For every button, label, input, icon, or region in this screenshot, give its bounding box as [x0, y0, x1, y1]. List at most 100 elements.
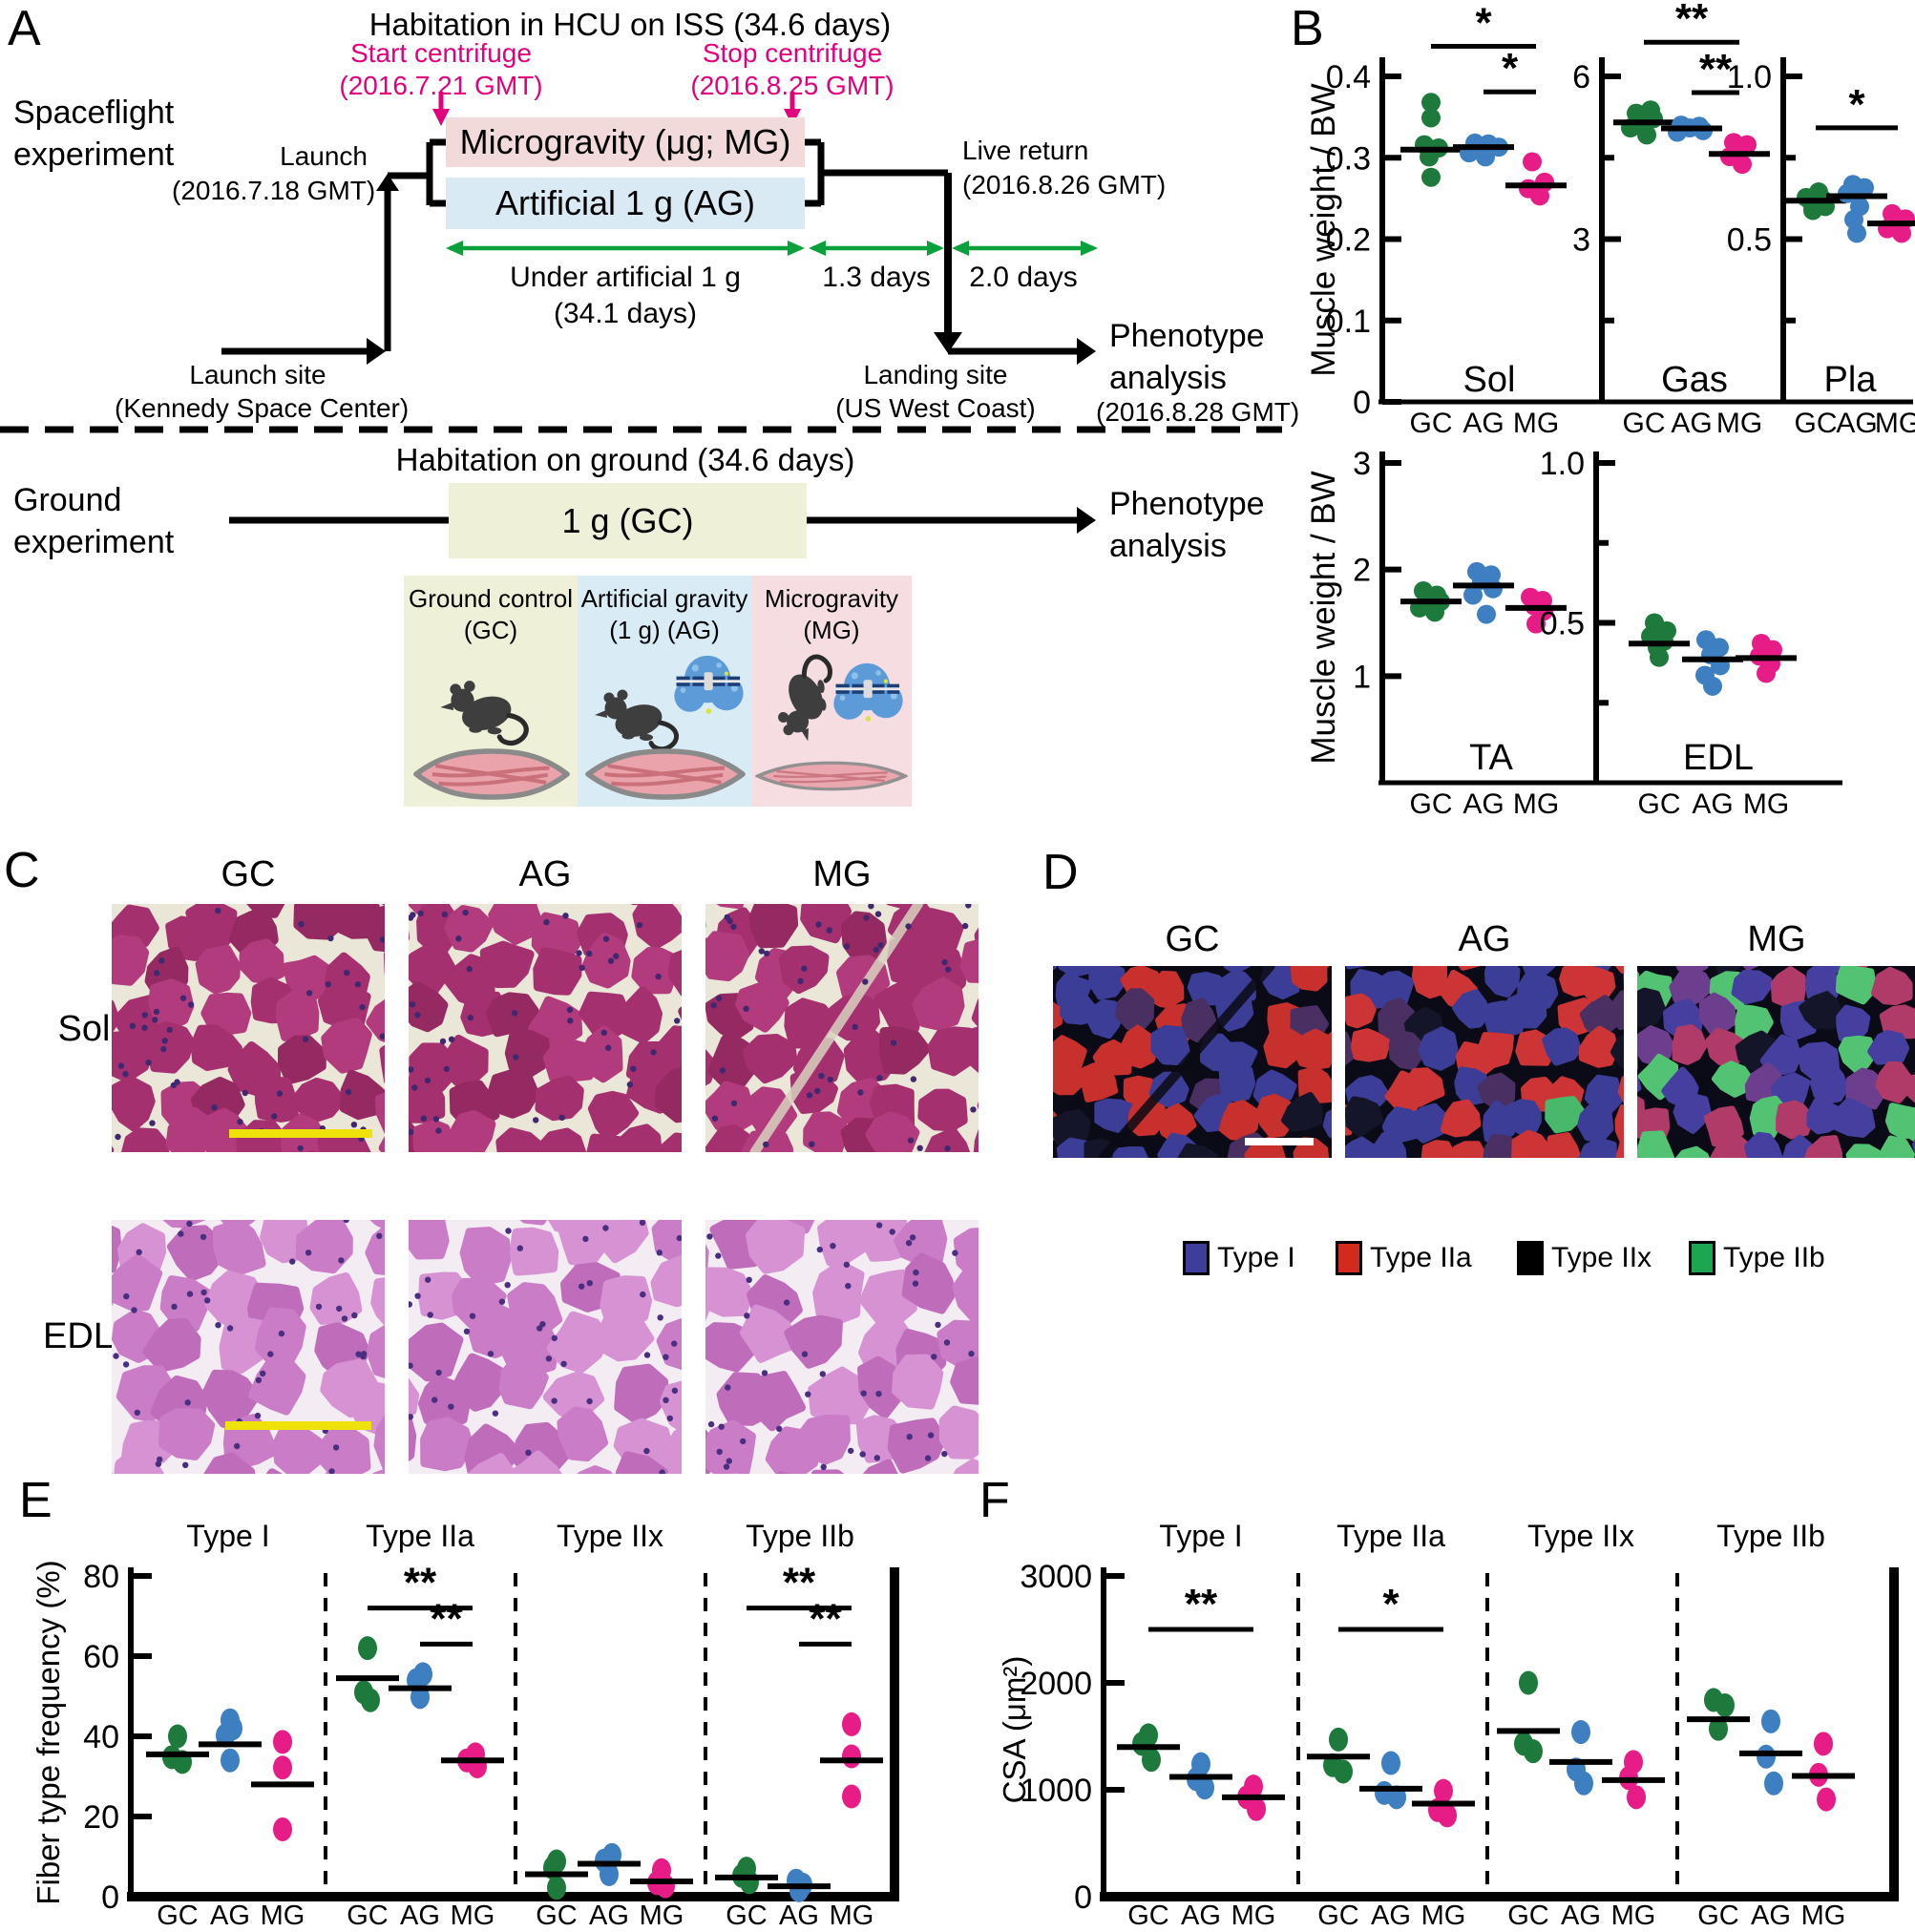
live-return-label: Live return	[962, 136, 1089, 165]
series-TA-GC	[1400, 581, 1462, 622]
type1-label: Type I	[1217, 1242, 1295, 1273]
series-Type IIa-GC	[1307, 1727, 1370, 1784]
svg-text:GC: GC	[1410, 788, 1453, 820]
launch-label: Launch	[280, 141, 368, 171]
he-sol-ag	[409, 904, 682, 1152]
svg-text:AG: AG	[400, 1900, 440, 1931]
ground-control-box: 1 g (GC)	[449, 483, 807, 558]
phenotype-ground-1: Phenotype	[1109, 486, 1265, 522]
stop-centrifuge-date: (2016.8.25 GMT)	[690, 71, 894, 100]
svg-text:GC: GC	[1623, 408, 1666, 439]
svg-text:1.0: 1.0	[1727, 59, 1772, 95]
series-Pla-GC	[1785, 182, 1846, 220]
plot-Sol: 0.4 0.3 0.2 0.1 0 ** Sol GC AG MG	[1326, 0, 1567, 439]
card-mg-title-1: Microgravity	[764, 584, 899, 613]
svg-text:AG: AG	[210, 1900, 250, 1931]
series-Gas-MG	[1709, 133, 1770, 175]
svg-text:CSA (μm²): CSA (μm²)	[997, 1656, 1032, 1804]
series-Type I-MG	[251, 1730, 314, 1841]
he-sol-gc	[112, 904, 385, 1152]
svg-text:3: 3	[1353, 446, 1371, 482]
svg-text:GC: GC	[726, 1900, 768, 1931]
svg-text:GC: GC	[1795, 408, 1838, 439]
ground-label-2: experiment	[13, 524, 175, 560]
svg-text:**: **	[783, 1560, 816, 1606]
landing-site-label: Landing site	[863, 360, 1008, 389]
plot-Gas: 6 3 **** Gas GC AG MG	[1572, 0, 1770, 439]
svg-text:Muscle weight / BW: Muscle weight / BW	[1305, 471, 1342, 764]
type2b-swatch	[1689, 1241, 1715, 1275]
if-ag	[1345, 966, 1624, 1158]
series-Pla-AG	[1826, 175, 1887, 243]
type2a-label: Type IIa	[1370, 1242, 1472, 1273]
spaceflight-label-2: experiment	[13, 136, 175, 173]
launch-site-label: Launch site	[189, 360, 326, 389]
svg-text:GC: GC	[1410, 408, 1453, 439]
svg-text:**: **	[430, 1595, 463, 1642]
svg-text:GC: GC	[1697, 1900, 1739, 1931]
series-Type IIx-GC	[1497, 1670, 1560, 1764]
series-Type IIb-AG	[768, 1868, 831, 1902]
svg-text:AG: AG	[1561, 1900, 1601, 1931]
svg-text:40: 40	[83, 1719, 119, 1755]
series-Type IIx-MG	[630, 1858, 693, 1899]
svg-text:AG: AG	[779, 1900, 819, 1931]
series-Type IIx-AG	[578, 1842, 641, 1886]
svg-text:Type IIb: Type IIb	[746, 1519, 854, 1553]
svg-text:0.5: 0.5	[1727, 222, 1772, 259]
start-centrifuge-label: Start centrifuge	[350, 38, 532, 68]
svg-text:TA: TA	[1469, 738, 1513, 778]
svg-text:MG: MG	[1231, 1900, 1276, 1931]
series-Type I-GC	[146, 1724, 209, 1774]
ground-label-1: Ground	[13, 482, 122, 518]
panel-c-label: C	[4, 843, 40, 898]
svg-text:0: 0	[101, 1880, 119, 1916]
phenotype-ground-2: analysis	[1109, 528, 1227, 564]
svg-text:*: *	[1475, 0, 1492, 46]
svg-text:2: 2	[1353, 553, 1371, 589]
microgravity-box: Microgravity (μg; MG)	[446, 117, 805, 167]
svg-text:*: *	[1848, 81, 1865, 128]
series-Sol-MG	[1505, 152, 1567, 206]
svg-text:0.5: 0.5	[1540, 606, 1585, 642]
d-col-mg: MG	[1747, 919, 1806, 959]
svg-text:MG: MG	[1801, 1900, 1846, 1931]
phenotype-flight-1: Phenotype	[1109, 318, 1265, 354]
panel-f-label: F	[979, 1473, 1010, 1528]
series-Type IIx-GC	[525, 1849, 588, 1900]
launch-site-name: (Kennedy Space Center)	[115, 393, 410, 423]
svg-text:3000: 3000	[1020, 1559, 1092, 1595]
svg-text:GC: GC	[536, 1900, 578, 1931]
svg-text:MG: MG	[640, 1900, 684, 1931]
spaceflight-label-1: Spaceflight	[13, 94, 175, 131]
series-Type IIb-MG	[1792, 1732, 1855, 1812]
type1-swatch	[1183, 1241, 1210, 1275]
svg-text:GC: GC	[1638, 788, 1681, 820]
start-centrifuge-date: (2016.7.21 GMT)	[339, 71, 543, 100]
panel-E-chart: 80 60 40 20 0 Fiber type frequency (%) Type I G…	[31, 1519, 899, 1931]
card-ground-control: Ground control (GC)	[404, 576, 578, 807]
svg-text:20: 20	[83, 1799, 119, 1836]
series-Type IIx-AG	[1549, 1720, 1612, 1796]
svg-text:GC: GC	[157, 1900, 199, 1931]
series-Type IIb-MG	[820, 1712, 883, 1809]
if-mg	[1637, 966, 1915, 1158]
series-Type I-AG	[1169, 1752, 1232, 1800]
panel-b-label: B	[1291, 1, 1324, 56]
svg-text:Type I: Type I	[186, 1519, 269, 1553]
series-Type IIa-GC	[336, 1636, 399, 1712]
svg-text:AG: AG	[1692, 788, 1733, 820]
series-Gas-AG	[1661, 116, 1722, 142]
svg-text:Type IIx: Type IIx	[557, 1519, 663, 1553]
series-Type I-MG	[1222, 1774, 1285, 1821]
legend-item-type2x: Type IIx	[1517, 1241, 1652, 1275]
svg-text:GC: GC	[1507, 1900, 1549, 1931]
he-edl-gc	[112, 1220, 385, 1474]
he-sol-mg	[705, 904, 979, 1152]
series-Type IIb-AG	[1739, 1709, 1802, 1796]
plot-TA: 3 2 1 TA GC AG MG	[1353, 446, 1567, 820]
card-microgravity: Microgravity (MG)	[751, 576, 912, 807]
svg-text:AG: AG	[1671, 408, 1712, 439]
